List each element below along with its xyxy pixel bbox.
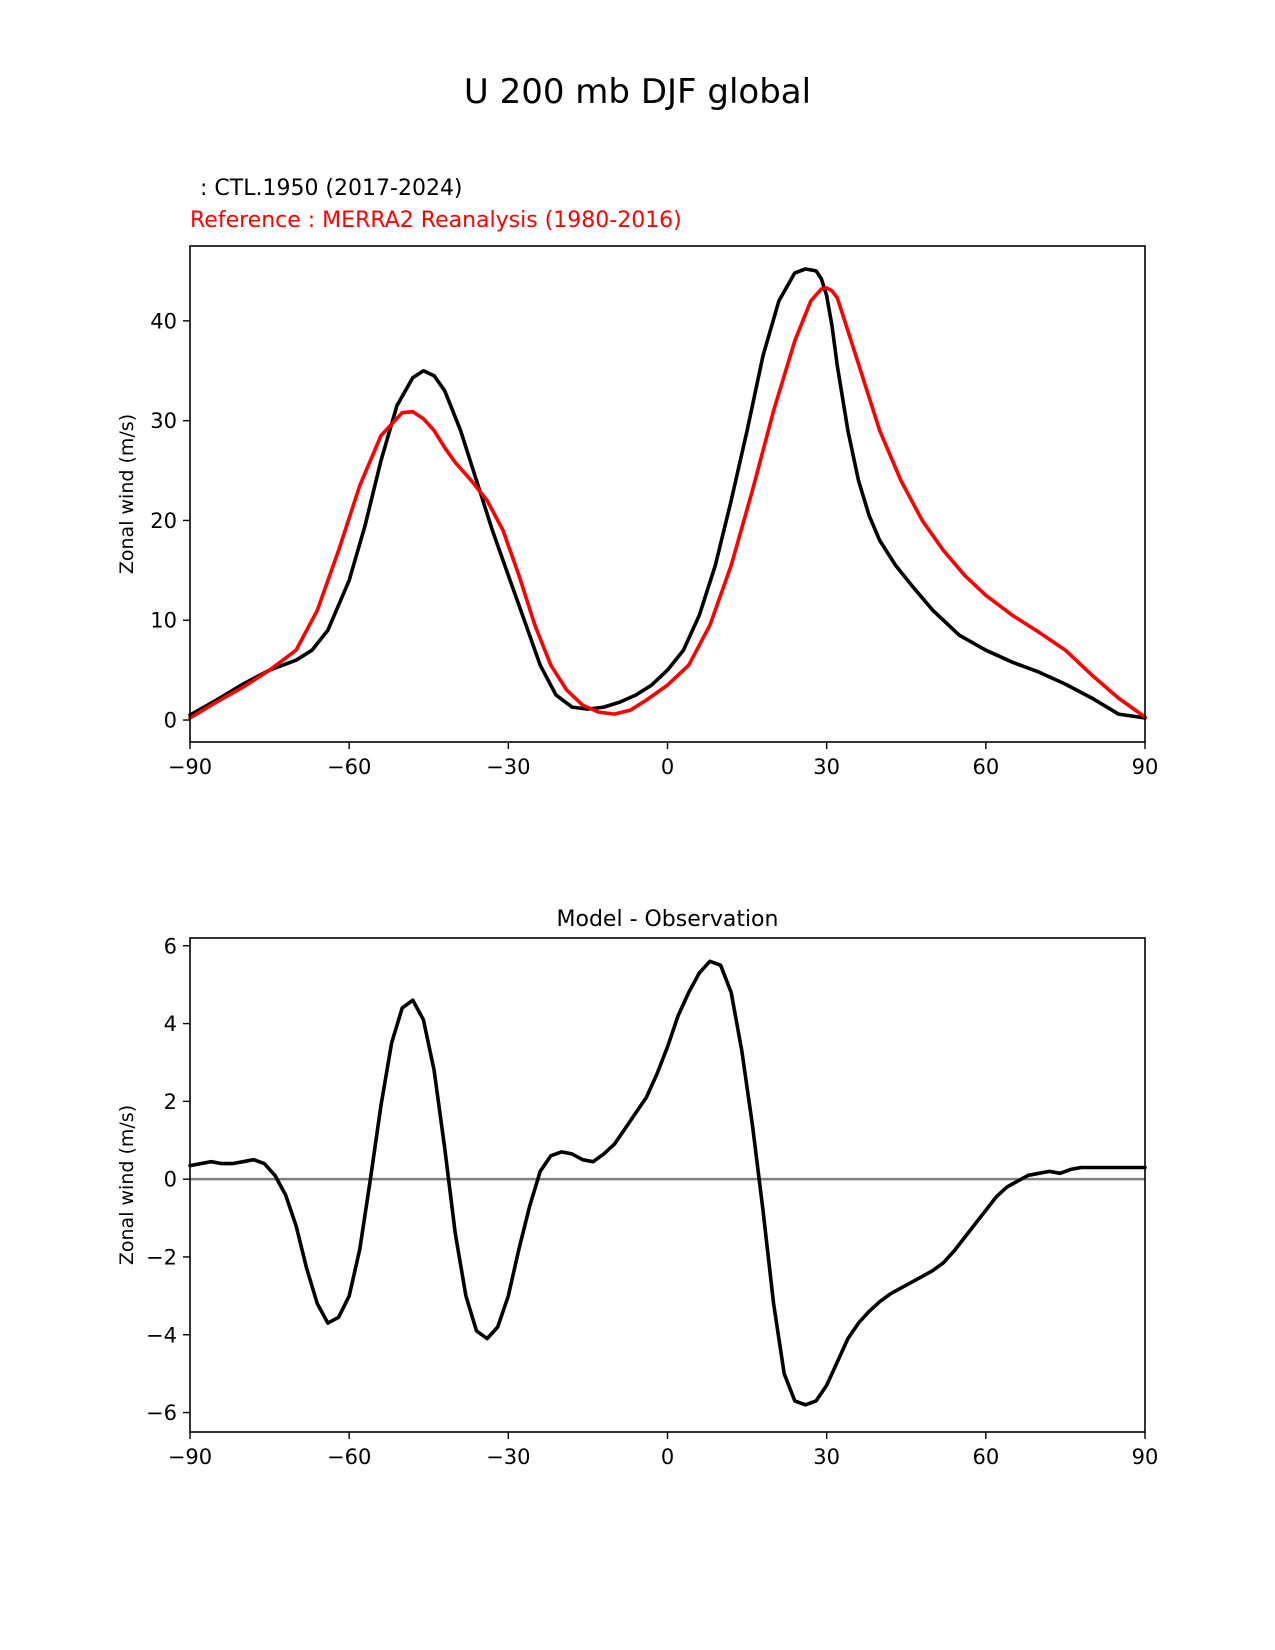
x-tick-label: −30 <box>486 1445 530 1469</box>
x-tick-label: −90 <box>168 755 212 779</box>
series-line-ctl-1950-2017-2024 <box>188 267 1147 720</box>
x-tick-label: 0 <box>661 755 674 779</box>
y-tick-label: −2 <box>146 1245 177 1269</box>
x-tick-label: 60 <box>972 755 999 779</box>
x-tick-label: −60 <box>327 1445 371 1469</box>
x-tick-label: 90 <box>1132 755 1159 779</box>
panel-zonal-wind: −90 −60 −30 0 30 60 90 0 10 20 30 40 Zonal wind (m/s… <box>116 245 1159 779</box>
panel-model-minus-observation: −90 −60 −30 0 30 60 90 −6 −4 −2 0 2 4 6 Zonal wind (m/… <box>116 907 1158 1469</box>
y-tick-label: 0 <box>164 709 177 733</box>
x-tick-label: 30 <box>813 755 840 779</box>
series-line-model-observation <box>188 959 1147 1407</box>
y-tick-label: 2 <box>164 1090 177 1114</box>
y-axis-label: Zonal wind (m/s) <box>116 1105 138 1265</box>
x-tick-label: 90 <box>1132 1445 1159 1469</box>
y-tick-label: 6 <box>164 934 177 958</box>
figure-title: U 200 mb DJF global <box>463 72 812 112</box>
x-tick-label: 0 <box>661 1445 674 1469</box>
x-tick-label: −90 <box>168 1445 212 1469</box>
y-tick-label: −4 <box>146 1323 177 1347</box>
legend-model-label: : CTL.1950 (2017-2024) <box>200 176 463 201</box>
y-tick-label: 40 <box>150 309 177 333</box>
y-tick-label: 20 <box>150 509 177 533</box>
y-tick-label: 30 <box>150 409 177 433</box>
x-tick-label: 30 <box>813 1445 840 1469</box>
legend-reference-label: Reference : MERRA2 Reanalysis (1980-2016… <box>190 208 682 233</box>
y-tick-label: 4 <box>164 1012 177 1036</box>
y-tick-label: −6 <box>146 1401 177 1425</box>
x-tick-label: 60 <box>972 1445 999 1469</box>
y-axis-label: Zonal wind (m/s) <box>116 414 138 574</box>
y-tick-label: 10 <box>150 609 177 633</box>
series-line-reference-merra2-reanalysis-1980-2016 <box>188 286 1147 720</box>
x-tick-label: −60 <box>327 755 371 779</box>
panel-title: Model - Observation <box>557 907 779 932</box>
plot-frame <box>189 937 1146 1433</box>
x-tick-label: −30 <box>486 755 530 779</box>
y-tick-label: 0 <box>164 1168 177 1192</box>
